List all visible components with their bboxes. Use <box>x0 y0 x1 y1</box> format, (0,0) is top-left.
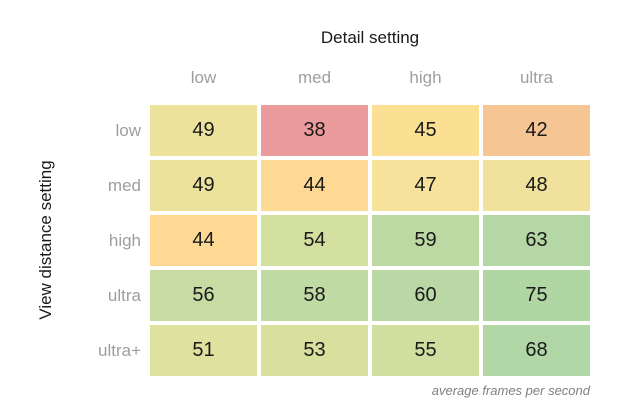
heatmap-cell: 51 <box>150 325 257 376</box>
heatmap-cell: 44 <box>150 215 257 266</box>
y-tick-label: med <box>107 175 141 195</box>
heatmap-cell: 75 <box>483 270 590 321</box>
heatmap-cell: 49 <box>150 160 257 211</box>
y-tick-label: low <box>115 120 141 140</box>
heatmap-cell: 49 <box>150 105 257 156</box>
y-tick-label: high <box>108 230 141 250</box>
heatmap-cell: 55 <box>372 325 479 376</box>
x-tick-label: low <box>190 68 217 87</box>
heatmap-cell: 54 <box>261 215 368 266</box>
x-axis-title: Detail setting <box>320 28 420 47</box>
heatmap-cell: 44 <box>261 160 368 211</box>
y-tick-label: ultra+ <box>98 340 141 360</box>
heatmap-cell: 68 <box>483 325 590 376</box>
y-tick-labels: low med high ultra ultra+ <box>0 105 141 376</box>
heatmap-cell: 60 <box>372 270 479 321</box>
heatmap-cell: 48 <box>483 160 590 211</box>
heatmap-cell: 53 <box>261 325 368 376</box>
heatmap-cell: 42 <box>483 105 590 156</box>
x-tick-labels: low med high ultra <box>150 68 590 88</box>
heatmap-cell: 38 <box>261 105 368 156</box>
heatmap-cell: 45 <box>372 105 479 156</box>
heatmap-cell: 47 <box>372 160 479 211</box>
x-tick-label: med <box>297 68 332 87</box>
y-tick-label: ultra <box>107 285 141 305</box>
heatmap-grid: 49 38 45 42 49 44 47 48 44 54 59 63 56 58 60 75 51 53 55 68 <box>150 105 590 376</box>
units-caption: average frames per second <box>431 383 590 398</box>
heatmap-cell: 63 <box>483 215 590 266</box>
heatmap-cell: 59 <box>372 215 479 266</box>
heatmap-cell: 58 <box>261 270 368 321</box>
x-tick-label: ultra <box>519 68 554 87</box>
heatmap-cell: 56 <box>150 270 257 321</box>
x-tick-label: high <box>409 68 442 87</box>
